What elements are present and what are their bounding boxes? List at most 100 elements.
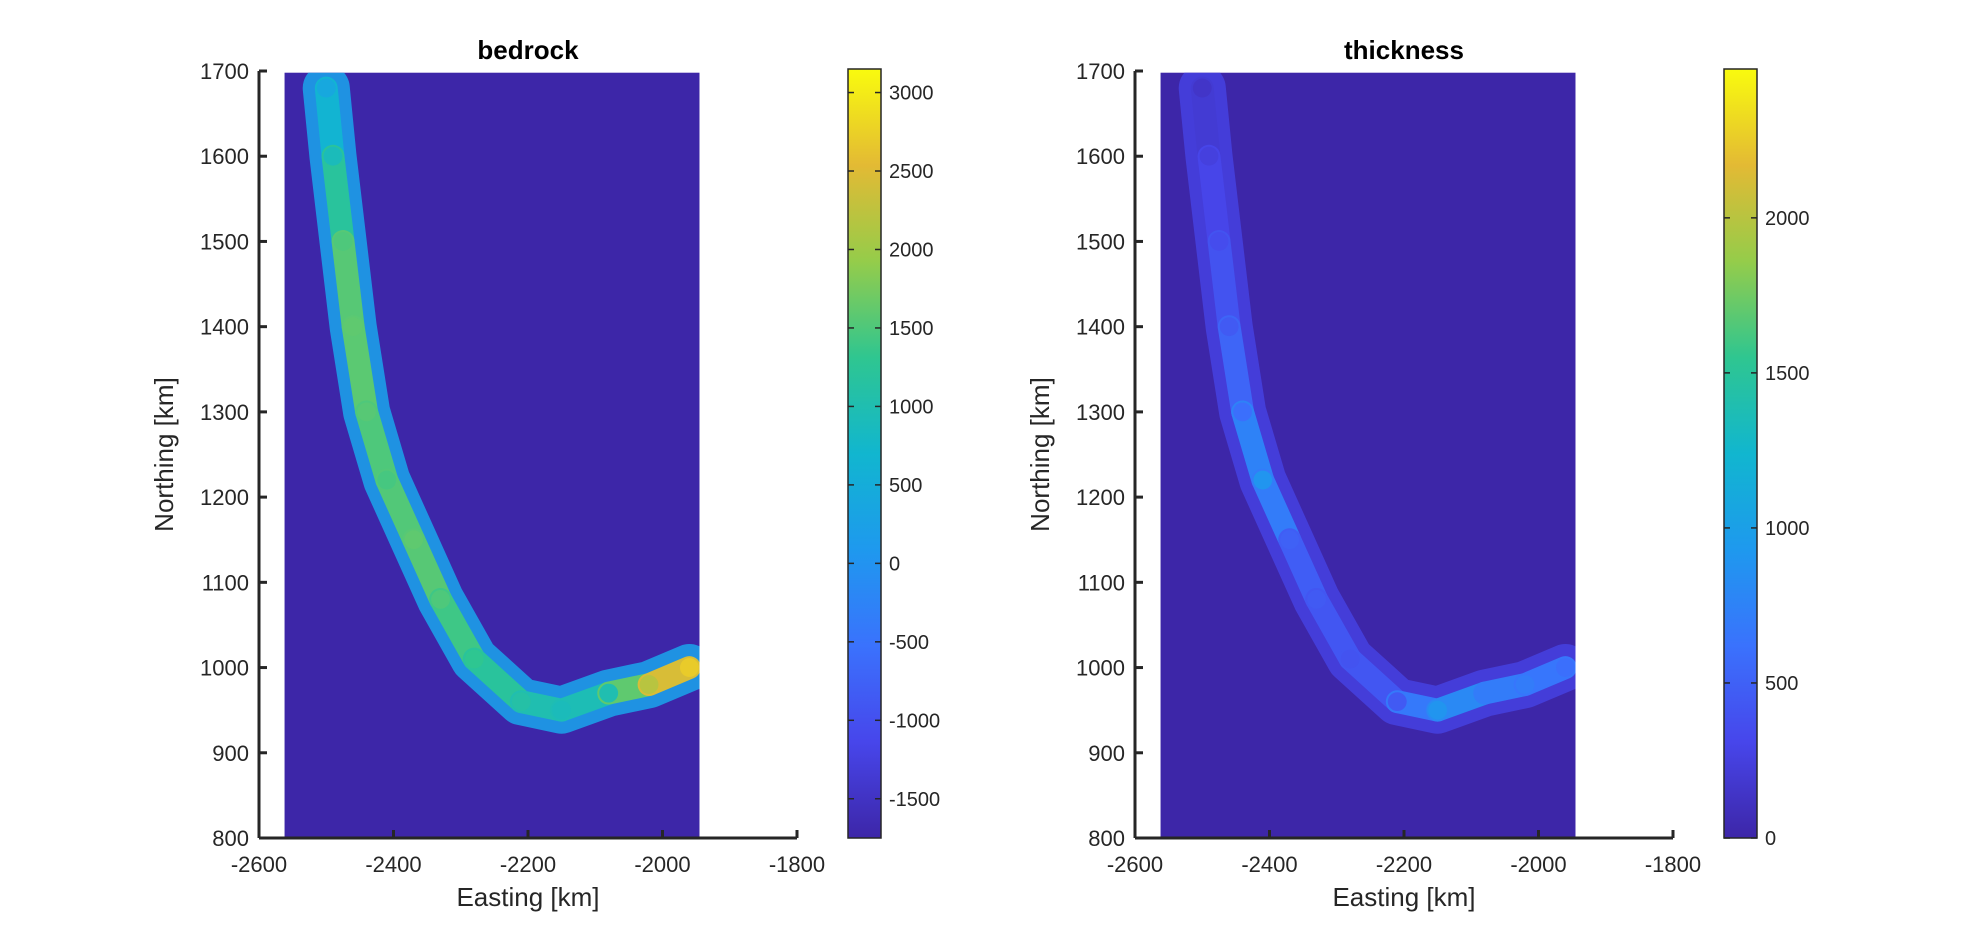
y-tick-label: 1200 (200, 485, 249, 510)
thickness-axes: -2600 -2400 -2200 -2000 -1800 800 900 1000 1100… (1076, 59, 1701, 877)
terrain-hotspot (1280, 530, 1300, 550)
colorbar-tick-label: 500 (889, 475, 922, 497)
bedrock-y-axis-label: Northing [km] (149, 377, 179, 532)
x-tick-label: -2000 (1510, 852, 1566, 877)
x-tick-label: -2200 (1376, 852, 1432, 877)
colorbar-tick-label: 0 (1765, 828, 1776, 850)
thickness-y-ticks: 800 900 1000 1100 1200 1300 1400 1500 1600 1700 (1076, 59, 1143, 851)
colorbar-tick-label: 500 (1765, 673, 1798, 695)
y-tick-label: 1700 (1076, 59, 1125, 84)
y-tick-label: 800 (212, 826, 249, 851)
y-tick-label: 1000 (200, 656, 249, 681)
colorbar-tick-label: 1500 (889, 318, 934, 340)
thickness-x-ticks: -2600 -2400 -2200 -2000 -1800 (1107, 830, 1701, 877)
thickness-terrain-features (1178, 72, 1576, 734)
y-tick-label: 1100 (1078, 570, 1125, 595)
thickness-title: thickness (1344, 35, 1464, 65)
terrain-hotspot (679, 658, 699, 677)
terrain-hotspot (1387, 692, 1407, 712)
y-tick-label: 900 (212, 741, 249, 766)
terrain-hotspot (1209, 232, 1229, 251)
terrain-hotspot (377, 470, 397, 490)
y-tick-label: 900 (1088, 741, 1125, 766)
thickness-colorbar: 0 500 1000 1500 2000 (1723, 68, 1810, 850)
terrain-hotspot (323, 146, 343, 166)
bedrock-colorbar-ticks: -1500 -1000 -500 0 500 1000 1500 2000 2500 3000 (848, 83, 940, 811)
y-tick-label: 1300 (1076, 400, 1125, 425)
x-tick-label: -2600 (231, 852, 287, 877)
bedrock-title: bedrock (477, 35, 579, 65)
terrain-hotspot (552, 700, 572, 720)
terrain-hotspot (316, 78, 336, 98)
terrain-ridge-segment (1207, 230, 1241, 339)
terrain-hotspot (464, 649, 484, 669)
terrain-hotspot (1515, 675, 1535, 695)
y-tick-label: 800 (1088, 826, 1125, 851)
y-tick-label: 1600 (1076, 144, 1125, 169)
thickness-x-axis-label: Easting [km] (1332, 882, 1475, 912)
terrain-hotspot (343, 317, 363, 337)
y-tick-label: 1700 (200, 59, 249, 84)
terrain-hotspot (1340, 649, 1360, 669)
colorbar-tick-label: 0 (889, 553, 900, 575)
colorbar-tick-label: 1000 (889, 396, 934, 418)
terrain-ridge-segment (331, 230, 365, 339)
bedrock-colorbar: -1500 -1000 -500 0 500 1000 1500 2000 2500 3000 (847, 68, 940, 839)
colorbar-tick-label: 2500 (889, 161, 934, 183)
y-tick-label: 1600 (200, 144, 249, 169)
bedrock-colorbar-gradient (847, 68, 882, 839)
terrain-ridge-segment (341, 315, 379, 424)
terrain-hotspot (357, 402, 377, 422)
bedrock-y-ticks: 800 900 1000 1100 1200 1300 1400 1500 1600 1700 (200, 59, 267, 851)
colorbar-tick-label: 2000 (1765, 208, 1810, 230)
y-tick-label: 1200 (1076, 485, 1125, 510)
terrain-hotspot (1199, 146, 1219, 166)
bedrock-terrain-features (302, 72, 700, 734)
x-tick-label: -2600 (1107, 852, 1163, 877)
y-tick-label: 1400 (200, 315, 249, 340)
y-tick-label: 1100 (202, 570, 249, 595)
bedrock-panel: -2600 -2400 -2200 -2000 -1800 800 900 1000 1100… (149, 35, 940, 912)
colorbar-tick-label: -1000 (889, 710, 940, 732)
terrain-ridge-segment (321, 144, 355, 253)
terrain-hotspot (1233, 402, 1253, 422)
x-tick-label: -2400 (365, 852, 421, 877)
thickness-y-axis-label: Northing [km] (1025, 377, 1055, 532)
terrain-hotspot (1555, 658, 1575, 677)
terrain-hotspot (1428, 700, 1448, 720)
bedrock-map (284, 72, 700, 838)
thickness-map (1160, 72, 1576, 838)
terrain-hotspot (404, 530, 424, 550)
terrain-hotspot (599, 683, 619, 703)
colorbar-tick-label: 1500 (1765, 363, 1810, 385)
thickness-colorbar-gradient (1723, 68, 1758, 839)
terrain-hotspot (1475, 683, 1495, 703)
y-tick-label: 1500 (1076, 229, 1125, 254)
x-tick-label: -1800 (1645, 852, 1701, 877)
bedrock-x-axis-label: Easting [km] (456, 882, 599, 912)
x-tick-label: -1800 (769, 852, 825, 877)
x-tick-label: -2200 (500, 852, 556, 877)
x-tick-label: -2400 (1241, 852, 1297, 877)
y-tick-label: 1400 (1076, 315, 1125, 340)
y-tick-label: 1300 (200, 400, 249, 425)
terrain-hotspot (1219, 317, 1239, 337)
x-tick-label: -2000 (634, 852, 690, 877)
terrain-ridge-segment (355, 400, 399, 492)
terrain-hotspot (431, 589, 450, 609)
thickness-colorbar-ticks: 0 500 1000 1500 2000 (1724, 208, 1810, 850)
colorbar-tick-label: -1500 (889, 789, 940, 811)
colorbar-tick-label: 2000 (889, 239, 934, 261)
terrain-ridge-segment (1197, 144, 1231, 253)
terrain-hotspot (333, 232, 353, 251)
terrain-hotspot (639, 675, 659, 695)
bedrock-x-ticks: -2600 -2400 -2200 -2000 -1800 (231, 830, 825, 877)
y-tick-label: 1000 (1076, 656, 1125, 681)
terrain-hotspot (511, 692, 531, 712)
bedrock-axes: -2600 -2400 -2200 -2000 -1800 800 900 1000 1100… (200, 59, 825, 877)
terrain-ridge-segment (1231, 400, 1275, 492)
thickness-panel: -2600 -2400 -2200 -2000 -1800 800 900 1000 1100… (1025, 35, 1810, 912)
terrain-hotspot (1192, 78, 1212, 98)
terrain-hotspot (1253, 470, 1273, 490)
